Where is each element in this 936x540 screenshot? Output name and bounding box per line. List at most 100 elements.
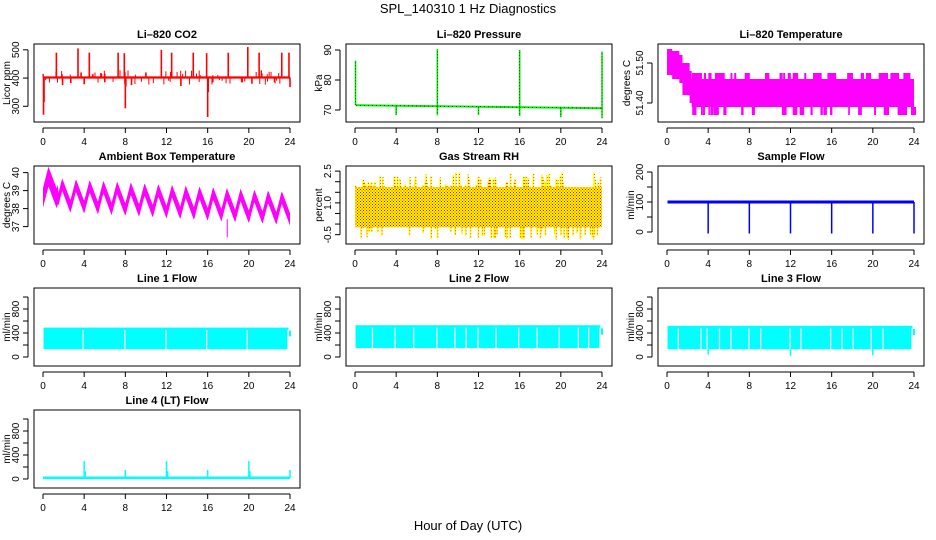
upper-excursion — [831, 73, 837, 79]
x-tick-label: 8 — [435, 381, 441, 392]
x-tick-label: 20 — [243, 381, 255, 392]
panel-title: Line 4 (LT) Flow — [126, 395, 209, 407]
upper-excursion — [847, 73, 852, 79]
x-tick-label: 20 — [243, 503, 255, 514]
upper-excursion — [890, 73, 893, 79]
panel-title: Gas Stream RH — [439, 151, 519, 163]
upper-excursion — [714, 73, 721, 79]
upper-excursion — [719, 73, 725, 79]
x-tick-label: 4 — [81, 259, 87, 270]
x-tick-label: 24 — [284, 503, 296, 514]
x-tick-label: 12 — [785, 259, 797, 270]
panel-title: Line 3 Flow — [761, 273, 821, 285]
upper-excursion — [699, 73, 702, 79]
x-tick-label: 0 — [40, 503, 46, 514]
upper-excursion — [903, 73, 906, 79]
panel-title: Li–820 Pressure — [437, 29, 521, 41]
upper-excursion — [827, 73, 830, 79]
plot-frame — [33, 43, 301, 123]
lower-excursion — [810, 107, 813, 115]
x-tick-label: 0 — [664, 137, 670, 148]
y-axis-label: ml/min — [314, 312, 325, 341]
lower-excursion — [723, 107, 727, 115]
plot-data — [355, 325, 603, 348]
y-tick-label: 38 — [11, 203, 22, 215]
x-tick-label: 24 — [908, 137, 920, 148]
x-tick-label: 24 — [596, 259, 608, 270]
plot-data — [667, 325, 915, 356]
x-tick-label: 12 — [473, 259, 485, 270]
x-tick-label: 16 — [514, 381, 526, 392]
lower-excursion — [848, 107, 850, 115]
y-tick-label: 800 — [635, 300, 646, 317]
x-tick-label: 8 — [123, 503, 129, 514]
y-tick-label: 37 — [11, 221, 22, 233]
y-tick-label: 400 — [635, 324, 646, 341]
y-tick-label: 800 — [323, 300, 334, 317]
x-tick-label: 4 — [81, 137, 87, 148]
y-axis-label: degrees C — [2, 182, 13, 228]
y-tick-label: 80 — [323, 74, 334, 86]
x-tick-label: 24 — [284, 137, 296, 148]
y-tick-label: 0 — [11, 476, 22, 482]
upper-excursion — [817, 73, 822, 79]
y-tick-label: 90 — [323, 44, 334, 56]
lower-excursion — [799, 107, 805, 115]
x-tick-label: 4 — [81, 381, 87, 392]
y-axis-label: percent — [314, 188, 325, 222]
flow-tail — [288, 330, 291, 337]
x-tick-label: 20 — [555, 259, 567, 270]
lower-excursion — [713, 107, 719, 115]
y-tick-label: 800 — [11, 300, 22, 317]
plot-frame — [657, 165, 925, 245]
lower-excursion — [910, 107, 917, 115]
upper-excursion — [828, 73, 833, 79]
lower-excursion — [692, 107, 697, 115]
x-tick-label: 20 — [867, 259, 879, 270]
upper-excursion — [695, 73, 700, 79]
lower-excursion — [829, 107, 833, 115]
y-tick-label: 800 — [11, 422, 22, 439]
y-tick-label: 51.50 — [635, 50, 646, 75]
plot-frame — [657, 43, 925, 123]
panel-li-820-co2: Li–820 CO2 0 4 8 12 16 20 24 300 400 500 Licor ppm — [2, 29, 301, 148]
x-tick-label: 4 — [705, 137, 711, 148]
upper-excursion — [783, 73, 786, 79]
plot-frame — [33, 287, 301, 367]
upper-excursion — [904, 73, 910, 79]
upper-excursion — [812, 73, 817, 79]
plot-data — [354, 172, 602, 240]
flow-tail — [912, 328, 915, 336]
x-tick-label: 8 — [123, 259, 129, 270]
y-tick-label: 200 — [635, 163, 646, 180]
upper-excursion — [878, 73, 885, 79]
y-tick-label: 400 — [11, 446, 22, 463]
plot-frame — [33, 165, 301, 245]
panel-title: Li–820 CO2 — [137, 29, 197, 41]
plot-frame — [657, 287, 925, 367]
panel-ambient-box-temperature: Ambient Box Temperature 0 4 8 12 16 20 24 37 38 39… — [2, 151, 301, 270]
y-axis-label: ml/min — [2, 434, 13, 463]
x-tick-label: 12 — [161, 381, 173, 392]
x-tick-label: 16 — [826, 259, 838, 270]
lower-excursion — [899, 107, 903, 115]
y-tick-label: 0 — [11, 354, 22, 360]
x-tick-label: 4 — [393, 259, 399, 270]
upper-excursion — [815, 73, 818, 79]
plot-data — [667, 200, 915, 234]
y-tick-label: 400 — [11, 324, 22, 341]
x-tick-label: 8 — [123, 381, 129, 392]
y-tick-label: 400 — [323, 324, 334, 341]
panel-gas-stream-rh: Gas Stream RH 0 4 8 12 16 20 24 -0.5 1.0 2.5 percen… — [314, 151, 613, 270]
y-tick-label: 2.5 — [323, 164, 334, 178]
upper-excursion — [730, 73, 733, 79]
upper-excursion — [787, 73, 791, 79]
plot-frame — [33, 409, 301, 489]
lower-excursion — [781, 107, 787, 115]
x-tick-label: 24 — [284, 259, 296, 270]
panel-li-820-temperature: Li–820 Temperature 0 4 8 12 16 20 24 51.40 51.50d… — [622, 29, 925, 148]
x-tick-label: 16 — [514, 259, 526, 270]
upper-excursion — [804, 73, 807, 79]
plot-frame — [345, 43, 613, 123]
